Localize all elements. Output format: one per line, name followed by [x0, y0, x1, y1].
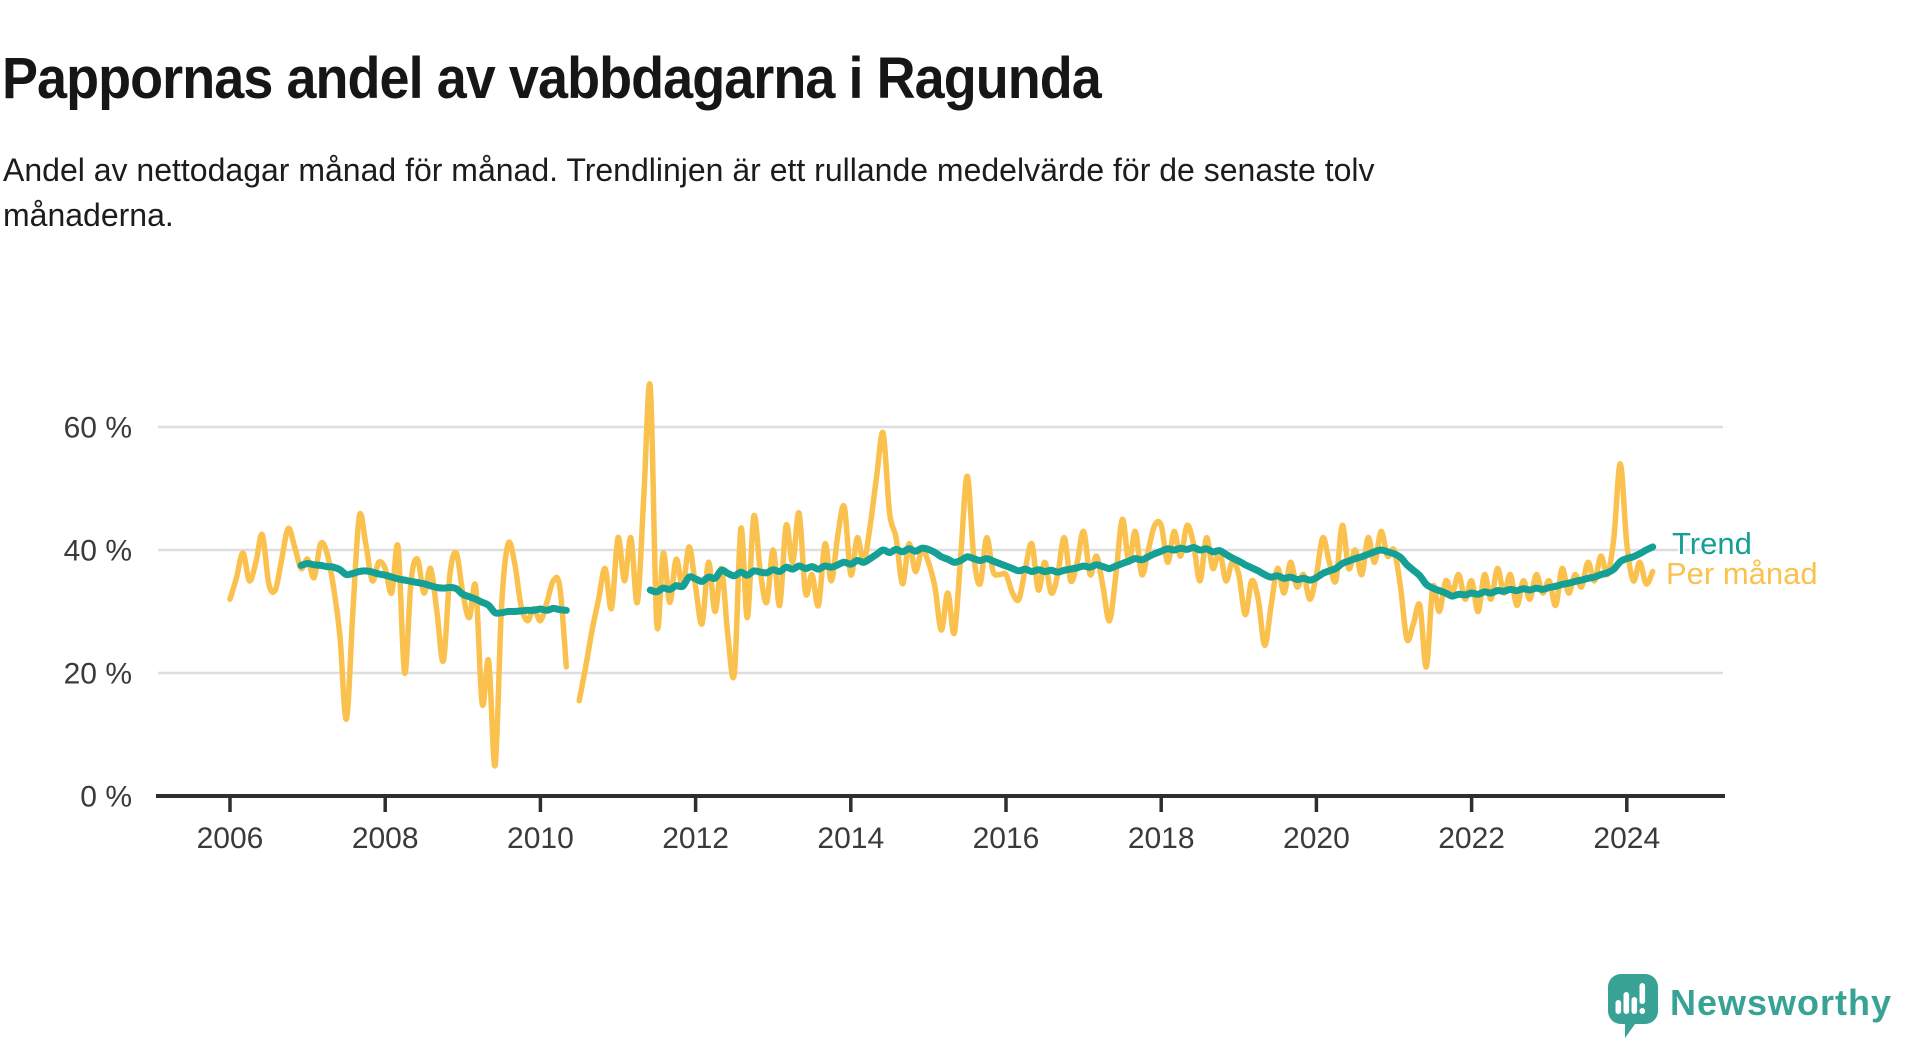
logo-bar-2	[1623, 992, 1630, 1014]
legend-per-month-label: Per månad	[1666, 556, 1818, 591]
x-tick-label-2020: 2020	[1283, 822, 1350, 855]
x-tick-label-2022: 2022	[1438, 822, 1505, 855]
x-tick-label-2018: 2018	[1128, 822, 1195, 855]
x-tick-label-2006: 2006	[197, 822, 264, 855]
y-tick-label-40: 40 %	[64, 535, 132, 568]
trend-line	[646, 543, 1657, 600]
newsworthy-logo-icon	[1608, 974, 1658, 1038]
page-subtitle: Andel av nettodagar månad för månad. Tre…	[3, 152, 1375, 234]
logo-bar-3	[1631, 997, 1638, 1014]
page-title: Pappornas andel av vabbdagarna i Ragunda	[2, 45, 1102, 111]
x-tick-label-2024: 2024	[1593, 822, 1660, 855]
brand-name[interactable]: Newsworthy	[1670, 982, 1893, 1023]
trend-line	[297, 560, 570, 617]
y-tick-label-60: 60 %	[64, 412, 132, 445]
x-tick-label-2014: 2014	[817, 822, 884, 855]
y-tick-label-20: 20 %	[64, 658, 132, 691]
per-month-line	[227, 510, 570, 769]
per-month-line	[576, 381, 1656, 704]
newsworthy-logo[interactable]	[1608, 974, 1668, 1040]
y-tick-label-0: 0 %	[80, 781, 132, 814]
x-tick-label-2016: 2016	[973, 822, 1040, 855]
x-tick-label-2012: 2012	[662, 822, 729, 855]
logo-bar-1	[1615, 1000, 1622, 1014]
logo-exclamation-bar	[1639, 983, 1646, 1004]
x-tick-label-2008: 2008	[352, 822, 419, 855]
x-tick-label-2010: 2010	[507, 822, 574, 855]
legend-trend-label: Trend	[1672, 526, 1752, 561]
logo-exclamation-dot	[1639, 1008, 1646, 1014]
